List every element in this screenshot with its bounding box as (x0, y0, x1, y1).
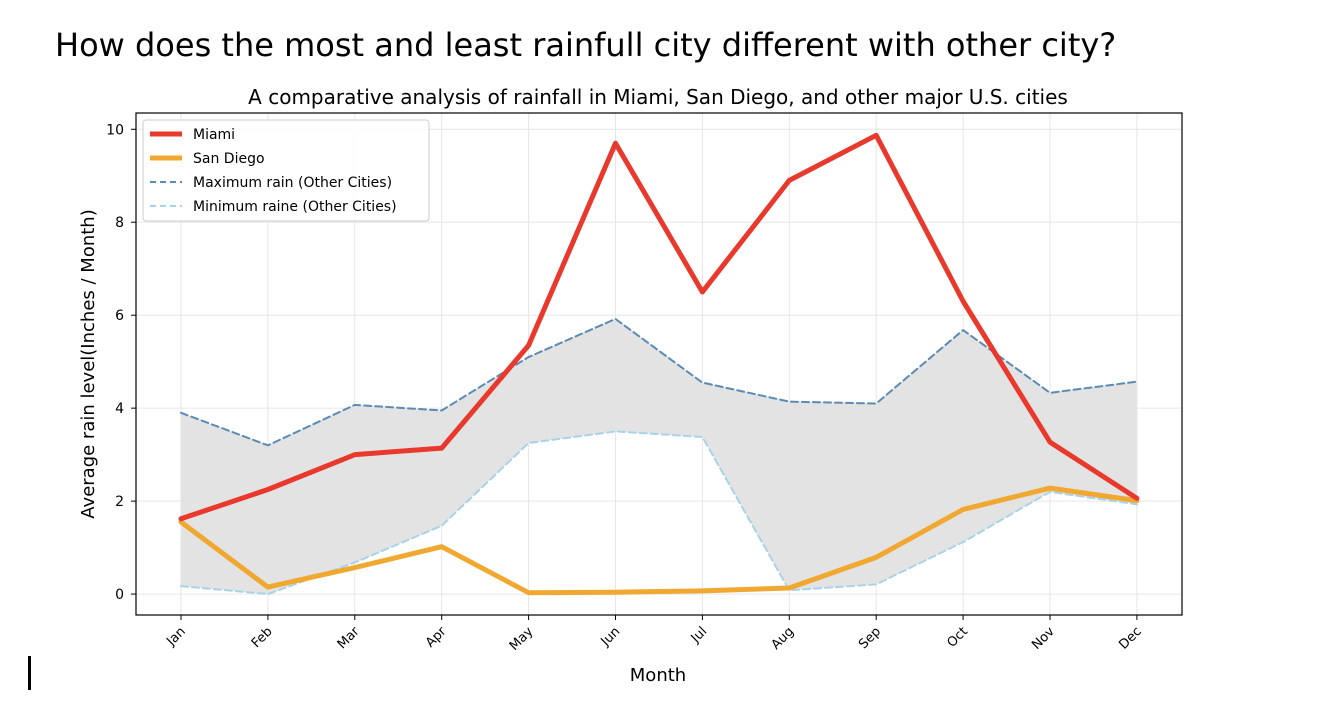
x-tick-label: Jan (163, 624, 188, 649)
series-line-san-diego (178, 485, 1140, 596)
series-line-min-other (180, 430, 1138, 596)
y-tick-label: 8 (115, 215, 124, 231)
x-tick-label: Nov (1029, 624, 1058, 653)
y-tick-label: 10 (106, 122, 124, 138)
x-tick-label: Sep (856, 624, 884, 652)
x-tick-label: Apr (423, 624, 450, 651)
y-tick-label: 6 (115, 308, 124, 324)
axes-frame (135, 112, 1183, 616)
y-tick-label: 4 (115, 401, 124, 417)
y-tick-label: 0 (115, 587, 124, 603)
x-tick-label: Feb (249, 624, 276, 651)
x-tick-label: Dec (1116, 624, 1144, 652)
range-band (181, 318, 1137, 595)
legend: Miami San Diego Maximum rain (Other Cities… (142, 119, 430, 222)
x-tick-label: Aug (769, 624, 798, 653)
legend-label: Miami (193, 127, 235, 143)
text-cursor (28, 656, 31, 690)
x-tick-label: Jun (598, 624, 624, 650)
legend-label: San Diego (193, 151, 265, 167)
x-tick-label: Jul (688, 624, 710, 646)
y-axis-label: Average rain level(Inches / Month) (78, 209, 99, 518)
series-line-max-other (180, 317, 1138, 447)
x-tick-label: Mar (335, 624, 363, 652)
series-line-miami (178, 132, 1140, 522)
y-tick-label: 2 (115, 494, 124, 510)
legend-label: Maximum rain (Other Cities) (193, 175, 392, 191)
series-lines (178, 132, 1140, 596)
x-axis-ticks: Jan Feb Mar Apr May Jun Jul Aug Sep Oct Nov Dec (163, 615, 1145, 654)
y-axis-ticks: 0 2 4 6 8 10 (106, 122, 136, 603)
figure-suptitle: How does the most and least rainfull cit… (55, 26, 1117, 64)
x-tick-label: May (507, 624, 537, 654)
chart-title: A comparative analysis of rainfall in Mi… (248, 85, 1068, 109)
legend-box (142, 119, 430, 222)
other-cities-range-band (181, 318, 1137, 595)
x-axis-label: Month (630, 665, 686, 686)
legend-label: Minimum raine (Other Cities) (193, 199, 397, 215)
x-tick-label: Oct (944, 624, 971, 651)
